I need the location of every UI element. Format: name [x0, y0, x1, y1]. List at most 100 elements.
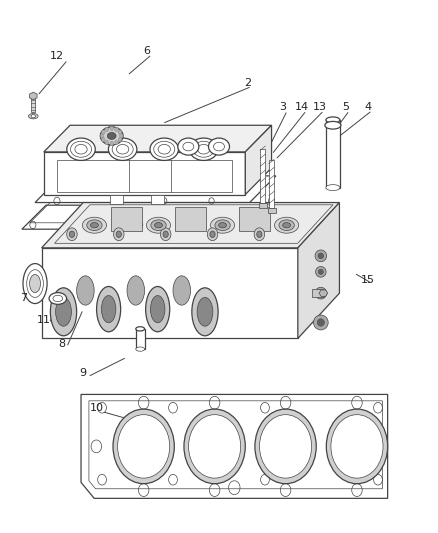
Circle shape: [326, 409, 388, 484]
Ellipse shape: [136, 327, 145, 331]
Polygon shape: [111, 206, 142, 230]
Ellipse shape: [146, 217, 170, 233]
Circle shape: [254, 228, 265, 241]
Polygon shape: [260, 149, 265, 203]
Text: 2: 2: [244, 78, 251, 87]
Ellipse shape: [326, 184, 340, 191]
Polygon shape: [326, 120, 340, 188]
Text: 8: 8: [58, 339, 65, 349]
Ellipse shape: [275, 217, 299, 233]
Circle shape: [110, 126, 113, 131]
Ellipse shape: [50, 288, 77, 336]
Ellipse shape: [109, 138, 137, 160]
Ellipse shape: [151, 220, 166, 230]
Text: 7: 7: [21, 294, 28, 303]
Polygon shape: [239, 206, 270, 230]
Polygon shape: [35, 176, 276, 203]
Ellipse shape: [318, 290, 324, 296]
Circle shape: [160, 228, 171, 241]
Ellipse shape: [151, 295, 165, 323]
Polygon shape: [298, 203, 339, 338]
Ellipse shape: [318, 253, 324, 259]
Text: 13: 13: [313, 102, 327, 111]
Circle shape: [210, 231, 215, 237]
Ellipse shape: [315, 287, 327, 299]
Polygon shape: [81, 394, 388, 498]
Text: 14: 14: [295, 102, 309, 111]
Ellipse shape: [314, 315, 328, 330]
Ellipse shape: [87, 220, 102, 230]
Ellipse shape: [23, 263, 47, 304]
Circle shape: [69, 231, 74, 237]
Polygon shape: [42, 203, 339, 248]
Circle shape: [105, 127, 109, 132]
Polygon shape: [110, 195, 123, 204]
Circle shape: [331, 415, 383, 478]
Ellipse shape: [145, 287, 170, 332]
Circle shape: [120, 134, 123, 138]
Ellipse shape: [326, 117, 340, 123]
Polygon shape: [319, 290, 328, 296]
Ellipse shape: [53, 295, 63, 302]
Circle shape: [118, 130, 122, 134]
Ellipse shape: [215, 220, 230, 230]
Ellipse shape: [136, 347, 145, 351]
Ellipse shape: [325, 122, 341, 129]
Circle shape: [67, 228, 77, 241]
Polygon shape: [245, 125, 272, 195]
Ellipse shape: [31, 115, 35, 118]
Text: 6: 6: [143, 46, 150, 55]
Ellipse shape: [49, 293, 67, 304]
Ellipse shape: [82, 217, 106, 233]
Polygon shape: [57, 160, 232, 192]
Ellipse shape: [96, 287, 120, 332]
Polygon shape: [312, 289, 323, 297]
Polygon shape: [22, 205, 283, 229]
Text: 10: 10: [89, 403, 103, 413]
Circle shape: [110, 141, 113, 146]
Circle shape: [115, 140, 118, 144]
Circle shape: [102, 138, 105, 142]
Polygon shape: [136, 329, 145, 349]
Circle shape: [105, 140, 109, 144]
Ellipse shape: [318, 269, 323, 274]
Ellipse shape: [29, 274, 40, 293]
Circle shape: [113, 409, 174, 484]
Circle shape: [207, 228, 218, 241]
Polygon shape: [269, 160, 274, 208]
Circle shape: [100, 134, 104, 138]
Ellipse shape: [155, 223, 162, 228]
Ellipse shape: [315, 250, 327, 262]
Ellipse shape: [279, 220, 294, 230]
Polygon shape: [44, 125, 272, 152]
Circle shape: [188, 415, 241, 478]
Text: 12: 12: [50, 51, 64, 61]
Ellipse shape: [27, 270, 43, 297]
Ellipse shape: [283, 223, 290, 228]
Polygon shape: [29, 92, 37, 100]
Ellipse shape: [219, 223, 226, 228]
Text: 9: 9: [80, 368, 87, 378]
Ellipse shape: [56, 297, 71, 326]
Circle shape: [257, 231, 262, 237]
Ellipse shape: [91, 223, 99, 228]
Ellipse shape: [197, 297, 213, 326]
Ellipse shape: [173, 276, 191, 305]
Ellipse shape: [28, 114, 38, 119]
Polygon shape: [44, 152, 245, 195]
Polygon shape: [175, 206, 206, 230]
Circle shape: [116, 231, 121, 237]
Text: 11: 11: [37, 315, 51, 325]
Circle shape: [255, 409, 316, 484]
Ellipse shape: [127, 276, 145, 305]
Circle shape: [113, 228, 124, 241]
Ellipse shape: [208, 138, 230, 155]
Polygon shape: [42, 248, 298, 338]
Circle shape: [102, 130, 105, 134]
Circle shape: [259, 415, 311, 478]
Ellipse shape: [316, 266, 326, 277]
Circle shape: [184, 409, 245, 484]
Circle shape: [117, 415, 170, 478]
Ellipse shape: [107, 133, 116, 140]
Text: 4: 4: [364, 102, 371, 111]
